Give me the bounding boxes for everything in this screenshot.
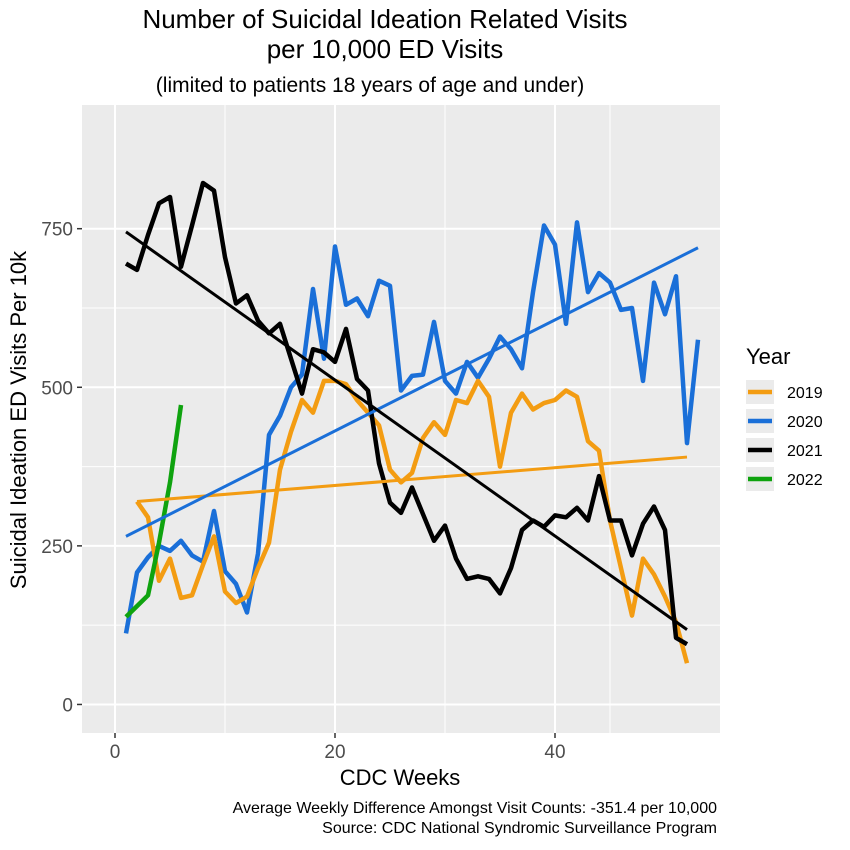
- legend-label-2020: 2020: [787, 414, 823, 431]
- series-line-2019: [135, 378, 690, 664]
- y-tick-label: 250: [41, 537, 73, 558]
- y-tick-label: 0: [62, 695, 73, 716]
- trend-line-2020: [125, 246, 699, 538]
- y-tick-label: 750: [41, 220, 73, 241]
- legend-label-2021: 2021: [787, 443, 823, 460]
- plot-panel: [82, 105, 720, 733]
- trend-lines: [125, 230, 699, 631]
- series-line-2022: [124, 404, 184, 619]
- y-axis: 0 250 500 750: [41, 220, 82, 716]
- legend: 2019 2020 2021 2022: [746, 380, 823, 491]
- caption-source: Source: CDC National Syndromic Surveilla…: [322, 820, 717, 837]
- x-tick-label: 0: [110, 742, 121, 763]
- data-series: [123, 180, 701, 664]
- x-axis: 0 20 40: [110, 733, 566, 763]
- grid-lines: [82, 105, 720, 733]
- x-tick-label: 20: [324, 742, 345, 763]
- trend-line-2019: [136, 455, 688, 503]
- chart-title-line2: per 10,000 ED Visits: [267, 34, 504, 64]
- chart-title-line1: Number of Suicidal Ideation Related Visi…: [142, 4, 627, 34]
- series-line-2020: [123, 220, 701, 634]
- chart-subtitle: (limited to patients 18 years of age and…: [156, 74, 584, 97]
- legend-title: Year: [746, 344, 790, 369]
- series-line-2021: [124, 180, 689, 647]
- x-axis-title: CDC Weeks: [340, 765, 461, 790]
- legend-label-2022: 2022: [787, 472, 823, 489]
- y-tick-label: 500: [41, 378, 73, 399]
- y-axis-title: Suicidal Ideation ED Visits Per 10k: [6, 250, 31, 589]
- legend-label-2019: 2019: [787, 385, 823, 402]
- x-tick-label: 40: [544, 742, 565, 763]
- trend-line-2021: [125, 230, 688, 631]
- caption-difference: Average Weekly Difference Amongst Visit …: [233, 800, 718, 817]
